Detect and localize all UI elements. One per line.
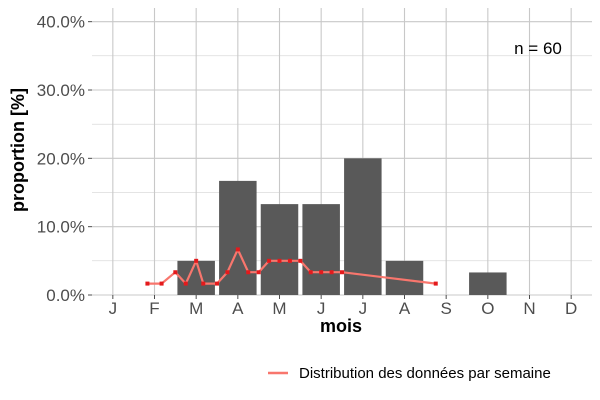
legend: Distribution des données par semaine xyxy=(268,365,551,382)
y-axis-ticks: 0.0% 10.0% 20.0% 30.0% 40.0% xyxy=(37,13,92,305)
data-point xyxy=(246,270,251,275)
x-tick-label: A xyxy=(232,299,244,318)
y-axis-title: proportion [%] xyxy=(8,88,28,212)
x-tick-label: N xyxy=(523,299,535,318)
data-point xyxy=(145,281,150,286)
bar xyxy=(219,180,257,295)
x-tick-label: J xyxy=(109,299,118,318)
x-tick-label: M xyxy=(189,299,203,318)
x-tick-label: O xyxy=(481,299,494,318)
bar xyxy=(469,272,507,295)
sample-size-annotation: n = 60 xyxy=(514,39,562,58)
bar xyxy=(260,204,299,295)
y-tick-label: 20.0% xyxy=(37,149,85,168)
data-point xyxy=(173,270,178,275)
bar xyxy=(302,204,340,295)
y-tick-label: 40.0% xyxy=(37,13,85,32)
data-point xyxy=(433,281,438,286)
x-tick-label: F xyxy=(149,299,159,318)
data-point xyxy=(235,247,240,252)
data-point xyxy=(329,270,334,275)
x-tick-label: D xyxy=(565,299,577,318)
data-point xyxy=(159,281,164,286)
data-point xyxy=(183,281,188,286)
y-tick-label: 30.0% xyxy=(37,81,85,100)
y-tick-label: 0.0% xyxy=(46,286,85,305)
x-tick-label: S xyxy=(440,299,451,318)
data-point xyxy=(287,258,292,263)
bar xyxy=(177,260,215,295)
bars xyxy=(177,158,507,295)
data-point xyxy=(308,270,313,275)
y-tick-label: 10.0% xyxy=(37,218,85,237)
data-point xyxy=(277,258,282,263)
data-point xyxy=(194,258,199,263)
weekly-distribution-points xyxy=(145,247,438,286)
x-tick-label: A xyxy=(399,299,411,318)
legend-label: Distribution des données par semaine xyxy=(299,365,551,382)
data-point xyxy=(340,270,344,275)
x-axis-title: mois xyxy=(320,316,362,336)
data-point xyxy=(256,270,261,275)
data-point xyxy=(298,258,303,263)
x-tick-label: J xyxy=(317,299,326,318)
x-tick-label: M xyxy=(272,299,286,318)
data-point xyxy=(267,258,272,263)
data-point xyxy=(319,270,324,275)
data-point xyxy=(225,270,230,275)
data-point xyxy=(215,281,219,286)
x-tick-label: J xyxy=(359,299,368,318)
data-point xyxy=(201,281,206,286)
